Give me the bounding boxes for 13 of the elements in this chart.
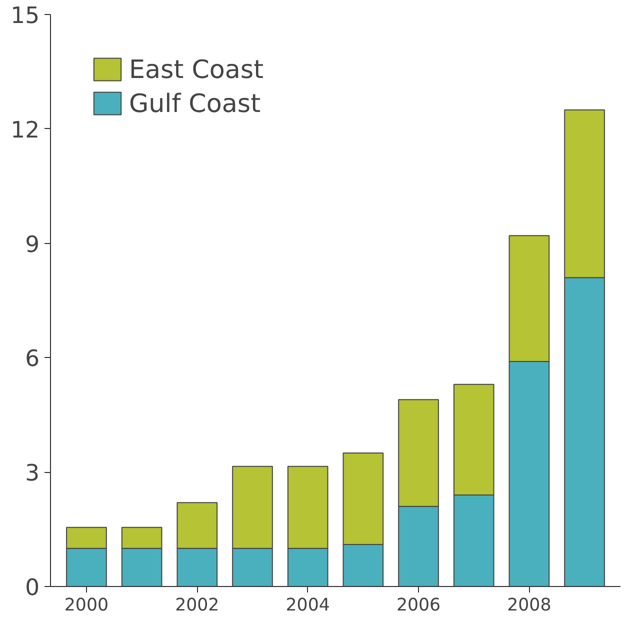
y-tick-label: 0: [25, 575, 40, 601]
y-tick-label: 15: [10, 3, 40, 29]
legend-label: Gulf Coast: [129, 88, 261, 118]
x-tick-label: 2000: [64, 596, 109, 616]
y-tick-label: 3: [25, 460, 40, 487]
x-tick-label: 2004: [286, 596, 330, 616]
x-tick-label: 2002: [175, 596, 220, 616]
y-tick-label: 6: [25, 346, 40, 372]
y-tick-label: 9: [25, 232, 40, 258]
x-tick-label: 2008: [507, 596, 552, 616]
legend-label: East Coast: [129, 54, 264, 84]
y-tick-label: 12: [10, 117, 40, 144]
x-tick-label: 2006: [396, 596, 441, 616]
